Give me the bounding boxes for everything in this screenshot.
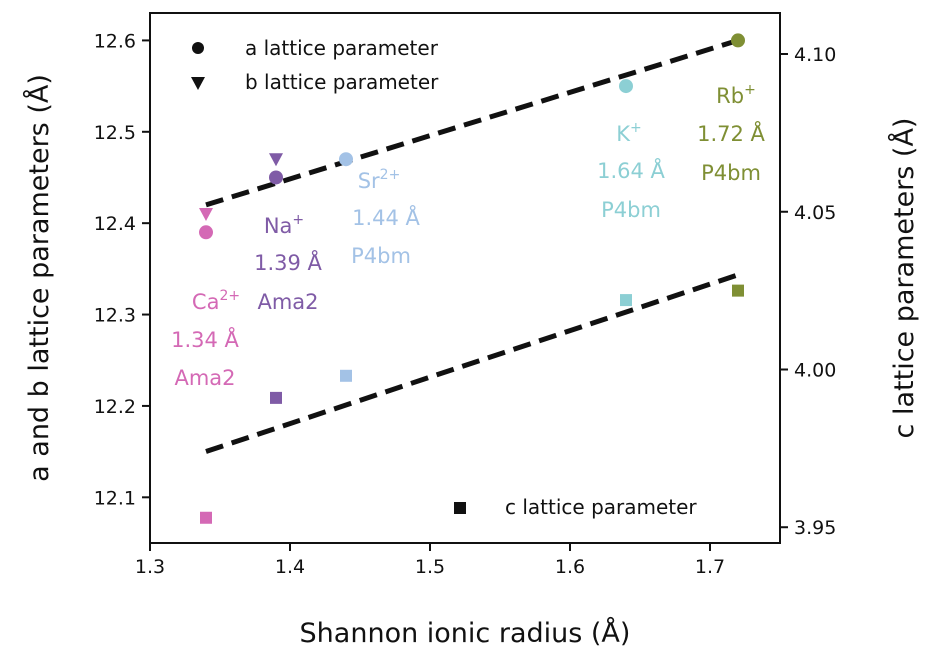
annotation-rb-radius: 1.72 Å <box>697 120 765 146</box>
y-left-tick-label: 12.5 <box>94 122 136 144</box>
x-tick-label: 1.4 <box>275 556 305 578</box>
annotation-k-group: P4bm <box>601 198 661 222</box>
y-left-tick-label: 12.2 <box>94 396 136 418</box>
annotation-ca-ion: Ca2+ <box>192 288 240 314</box>
y-left-tick-label: 12.6 <box>94 30 136 52</box>
point-a-lattice <box>199 225 213 240</box>
x-tick-label: 1.5 <box>415 556 445 578</box>
legend-a-marker <box>192 42 204 54</box>
point-a-lattice <box>269 170 283 185</box>
legend-bottom: c lattice parameter <box>454 495 697 519</box>
point-c-lattice <box>340 369 352 382</box>
annotation-ca: Ca2+ 1.34 Å Ama2 <box>171 288 240 390</box>
x-tick-label: 1.6 <box>555 556 585 578</box>
y-right-tick-label: 4.10 <box>794 44 836 66</box>
annotation-rb-ion: Rb+ <box>716 82 756 108</box>
x-tick-label: 1.3 <box>135 556 165 578</box>
point-c-lattice <box>732 284 744 297</box>
y-axis-left-label: a and b lattice parameters (Å) <box>23 74 55 482</box>
annotation-k: K+ 1.64 Å P4bm <box>597 120 665 222</box>
annotation-rb: Rb+ 1.72 Å P4bm <box>697 82 765 185</box>
annotation-sr-radius: 1.44 Å <box>352 204 420 230</box>
y-right-tick-label: 4.05 <box>794 202 836 224</box>
annotation-rb-group: P4bm <box>701 161 761 185</box>
annotation-sr: Sr2+ 1.44 Å P4bm <box>351 167 420 268</box>
annotation-sr-ion: Sr2+ <box>358 167 401 193</box>
point-c-lattice <box>620 294 632 307</box>
annotation-na-radius: 1.39 Å <box>254 249 322 275</box>
annotation-k-radius: 1.64 Å <box>597 157 665 183</box>
legend-c-label: c lattice parameter <box>505 495 697 519</box>
y-left-tick-label: 12.4 <box>94 213 136 235</box>
annotation-ca-group: Ama2 <box>174 366 235 390</box>
point-c-lattice <box>200 511 212 524</box>
y-axis-right-label: c lattice parameters (Å) <box>888 118 920 439</box>
point-b-lattice <box>199 208 213 222</box>
y-right-tick-label: 3.95 <box>794 517 836 539</box>
fit-line-c <box>205 272 739 454</box>
point-a-lattice <box>619 79 633 94</box>
x-tick-label: 1.7 <box>695 556 725 578</box>
x-axis-label: Shannon ionic radius (Å) <box>300 617 631 649</box>
annotation-na-ion: Na+ <box>264 212 304 238</box>
legend-a-label: a lattice parameter <box>245 36 439 60</box>
legend-top: a lattice parameter b lattice parameter <box>191 36 439 94</box>
y-left-tick-label: 12.1 <box>94 487 136 509</box>
annotation-ca-radius: 1.34 Å <box>171 326 239 352</box>
y-left-tick-label: 12.3 <box>94 305 136 327</box>
legend-c-marker <box>454 502 466 514</box>
point-b-lattice <box>269 153 283 167</box>
point-a-lattice <box>339 152 353 167</box>
annotation-na-group: Ama2 <box>257 290 318 314</box>
annotation-k-ion: K+ <box>616 120 642 146</box>
fit-line-ab <box>205 38 739 208</box>
annotation-na: Na+ 1.39 Å Ama2 <box>254 212 322 314</box>
point-c-lattice <box>270 391 282 404</box>
plot-frame <box>149 12 781 544</box>
point-a-lattice <box>731 33 745 48</box>
y-right-tick-label: 4.00 <box>794 359 836 381</box>
annotation-sr-group: P4bm <box>351 244 411 268</box>
legend-b-label: b lattice parameter <box>245 70 439 94</box>
legend-b-marker <box>191 77 205 90</box>
